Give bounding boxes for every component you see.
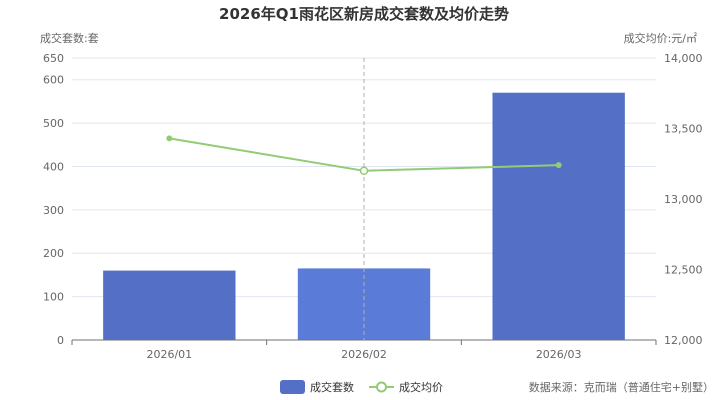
right-tick-label: 13,000 — [664, 193, 703, 206]
x-axis-ticks: 2026/01 2026/02 2026/03 — [71, 340, 657, 361]
x-tick-label: 2026/01 — [146, 348, 192, 361]
chart-title: 2026年Q1雨花区新房成交套数及均价走势 — [219, 5, 509, 23]
x-tick-label: 2026/03 — [536, 348, 582, 361]
right-tick-label: 13,500 — [664, 123, 703, 136]
left-tick-label: 100 — [43, 291, 64, 304]
left-tick-label: 600 — [43, 74, 64, 87]
right-axis-ticks: 12,000 12,500 13,000 13,500 14,000 — [664, 52, 703, 347]
left-tick-label: 0 — [57, 334, 64, 347]
line-point — [166, 135, 173, 142]
line-point — [555, 162, 562, 169]
left-tick-label: 400 — [43, 160, 64, 173]
legend-bar-label[interactable]: 成交套数 — [310, 380, 354, 394]
bar — [492, 92, 625, 340]
line-point — [359, 166, 369, 176]
left-axis-label: 成交套数:套 — [40, 31, 99, 45]
x-tick-label: 2026/02 — [341, 348, 387, 361]
right-axis-label: 成交均价:元/㎡ — [624, 31, 697, 45]
bar — [103, 270, 236, 340]
left-axis-ticks: 0 100 200 300 400 500 600 650 — [43, 52, 64, 347]
left-tick-label: 500 — [43, 117, 64, 130]
bar-series — [103, 92, 625, 340]
line-series — [166, 135, 562, 176]
left-tick-label: 200 — [43, 247, 64, 260]
right-tick-label: 12,500 — [664, 264, 703, 277]
legend-line-label[interactable]: 成交均价 — [399, 380, 443, 394]
legend: 成交套数 成交均价 — [280, 380, 443, 394]
source-note: 数据来源：克而瑞（普通住宅+别墅） — [529, 380, 714, 394]
legend-line-marker[interactable] — [376, 381, 387, 393]
left-tick-label: 300 — [43, 204, 64, 217]
legend-bar-swatch[interactable] — [280, 380, 305, 394]
right-tick-label: 14,000 — [664, 52, 703, 65]
left-tick-label: 650 — [43, 52, 64, 65]
right-tick-label: 12,000 — [664, 334, 703, 347]
